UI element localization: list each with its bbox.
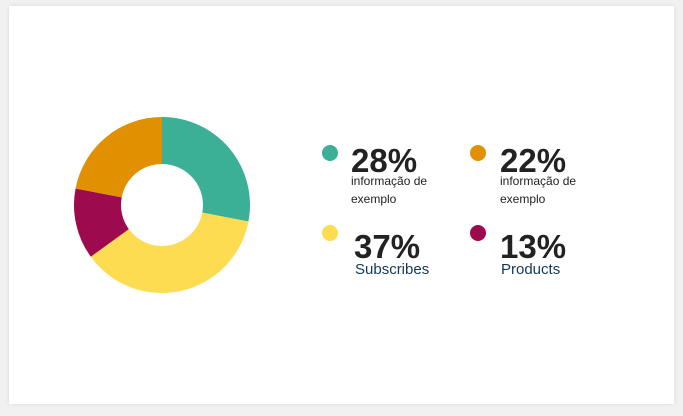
legend-dot-1	[322, 145, 338, 161]
donut-slice-4	[74, 188, 129, 257]
legend-value-4: 13%	[500, 228, 567, 265]
legend-dot-2	[470, 145, 486, 161]
legend-description-2: informação de exemplo	[500, 174, 577, 206]
legend-dot-4	[470, 225, 486, 241]
donut-slice-2	[75, 117, 162, 198]
donut-slice-3	[90, 212, 249, 293]
legend-description-3: Subscribes	[355, 261, 430, 278]
legend-value-1: 28%	[351, 142, 418, 179]
donut-slice-1	[162, 117, 251, 222]
legend-value-3: 37%	[354, 228, 421, 265]
legend-dot-3	[322, 225, 338, 241]
legend-description-1: informação de exemplo	[351, 174, 428, 206]
legend-description-4: Products	[501, 261, 561, 278]
legend-value-2: 22%	[500, 142, 567, 179]
